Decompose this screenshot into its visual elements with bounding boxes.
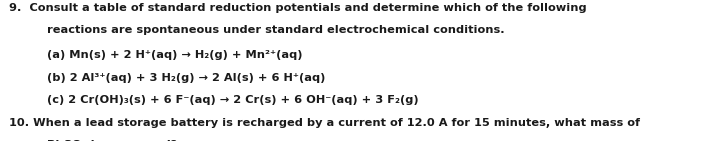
Text: 10. When a lead storage battery is recharged by a current of 12.0 A for 15 minut: 10. When a lead storage battery is recha… bbox=[9, 118, 639, 128]
Text: (b) 2 Al³⁺(aq) + 3 H₂(g) → 2 Al(s) + 6 H⁺(aq): (b) 2 Al³⁺(aq) + 3 H₂(g) → 2 Al(s) + 6 H… bbox=[47, 73, 325, 83]
Text: (c) 2 Cr(OH)₃(s) + 6 F⁻(aq) → 2 Cr(s) + 6 OH⁻(aq) + 3 F₂(g): (c) 2 Cr(OH)₃(s) + 6 F⁻(aq) → 2 Cr(s) + … bbox=[47, 95, 418, 105]
Text: 9.  Consult a table of standard reduction potentials and determine which of the : 9. Consult a table of standard reduction… bbox=[9, 3, 586, 13]
Text: reactions are spontaneous under standard electrochemical conditions.: reactions are spontaneous under standard… bbox=[47, 25, 504, 35]
Text: (a) Mn(s) + 2 H⁺(aq) → H₂(g) + Mn²⁺(aq): (a) Mn(s) + 2 H⁺(aq) → H₂(g) + Mn²⁺(aq) bbox=[47, 50, 302, 60]
Text: PbSO₄ is consumed?: PbSO₄ is consumed? bbox=[47, 140, 177, 141]
